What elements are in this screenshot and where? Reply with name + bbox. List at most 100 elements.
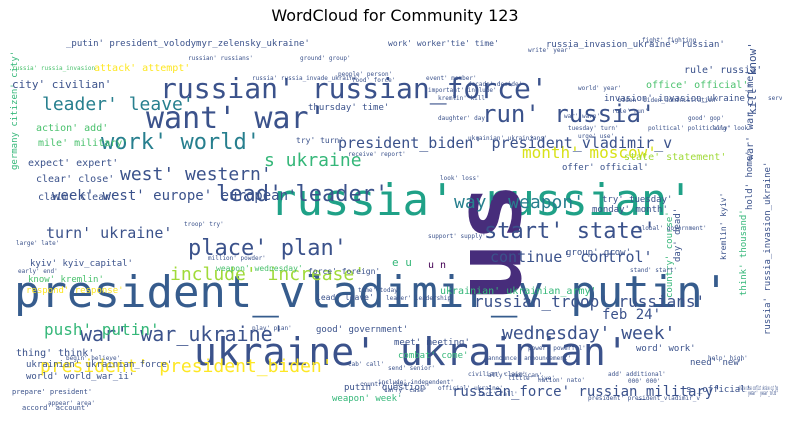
wordcloud-word: ukrainian' ukrainian_army'	[440, 286, 597, 297]
wordcloud-word: us	[435, 182, 542, 302]
wordcloud-word: russia_invasion_ukraine' russian'	[546, 40, 725, 50]
wordcloud-word: weapon' wednesday'	[216, 264, 303, 273]
wordcloud-word: country' cover'	[360, 381, 414, 388]
wordcloud-word: global' government'	[638, 225, 707, 232]
wordcloud-word: week' west' europe' european'	[52, 188, 296, 204]
wordcloud-word: large' late'	[16, 240, 59, 247]
wordcloud-word: civilian' claim'	[468, 371, 526, 378]
wordcloud-word: state' statement'	[624, 152, 726, 163]
wordcloud-word: political' politically'	[648, 125, 731, 132]
wordcloud-word: rule' run'	[612, 108, 648, 115]
wordcloud-word: little' live'	[508, 375, 555, 382]
wordcloud-word: force' foreign'	[308, 267, 380, 276]
wordcloud-word: kremlin' kill'	[438, 95, 489, 102]
wordcloud-word: know' kremlin'	[28, 275, 104, 285]
wordcloud-word: world' year'	[578, 85, 621, 92]
wordcloud-word: hold' home'	[745, 150, 755, 210]
wordcloud-word: russian_force' russian_military'	[452, 384, 722, 400]
wordcloud-word: year' year_old'	[748, 390, 778, 397]
wordcloud-word: thursday' time'	[308, 103, 389, 113]
wordcloud-word: word' work'	[636, 344, 696, 354]
wordcloud-canvas: president_vladimir_v putin' ukraine' ukra…	[8, 30, 782, 418]
wordcloud-word: include' independent'	[378, 379, 454, 386]
wordcloud-word: support' supply'	[428, 233, 486, 240]
wordcloud-word: write' year'	[528, 47, 571, 54]
wordcloud-word: respond' response'	[26, 286, 124, 296]
wordcloud-word: long' look'	[712, 125, 752, 132]
wordcloud-word: add' additional'	[608, 371, 666, 378]
wordcloud-word: _putin' president_volodymyr_zelensky_ukr…	[66, 39, 310, 49]
wordcloud-word: leader' leadership'	[386, 295, 455, 302]
wordcloud-word: invasion' invasion_ukraine'	[604, 94, 750, 104]
wordcloud-word: event' member'	[426, 75, 477, 82]
wordcloud-word: russian' russian_force'	[160, 72, 548, 106]
wordcloud-word: day' dead'	[673, 208, 683, 262]
wordcloud-word: meet' meeting'	[394, 338, 470, 348]
wordcloud-svg: president_vladimir_v putin' ukraine' ukra…	[10, 37, 782, 412]
wordcloud-word: war' war_ukraine'	[80, 322, 285, 346]
wordcloud-word: fight' fighting	[642, 37, 697, 44]
wordcloud-word: group' grow'	[566, 248, 631, 258]
wordcloud-word: power' powerful'	[528, 345, 586, 352]
wordcloud-word: food' force'	[352, 77, 395, 84]
wordcloud-word: war' warn'	[564, 113, 600, 120]
wordcloud-word: russia' russia_invade_ukraine'	[252, 75, 360, 82]
wordcloud-word: time' today'	[358, 287, 401, 294]
wordcloud-word: play' plan'	[252, 325, 292, 332]
wordcloud-word: clear' close'	[36, 174, 114, 185]
wordcloud-word: ally' american'	[488, 372, 542, 379]
wordcloud-word: receive' report'	[348, 151, 406, 158]
wordcloud-word: mile' military'	[38, 138, 128, 149]
chart-title: WordCloud for Community 123	[271, 6, 519, 25]
wordcloud-word: announce' announcement'	[488, 355, 571, 362]
wordcloud-word: early' end'	[18, 268, 58, 275]
wordcloud-word: stand' start'	[630, 267, 677, 274]
wordcloud-word: ukraine_cause_conflict ukraine_cut_fog	[738, 385, 778, 392]
wordcloud-word: president' president_biden'	[40, 356, 333, 377]
wordcloud-word: good' government'	[316, 325, 408, 335]
wordcloud-word: kremlin' kyiv'	[719, 193, 728, 260]
wordcloud-word: thing' think'	[16, 348, 94, 359]
wordcloud-word: cab' call'	[348, 361, 384, 368]
wordcloud-word: continue' control'	[490, 248, 653, 266]
wordcloud-word: germany citizen' city'	[10, 51, 20, 170]
wordcloud-word: look' loss'	[440, 175, 480, 182]
wordcloud-word: country' course'	[665, 211, 675, 298]
wordcloud-word: action' add'	[36, 123, 108, 134]
wordcloud-word: turn' ukraine'	[46, 224, 172, 242]
wordcloud-word: daughter' day'	[438, 115, 489, 122]
wordcloud-word: fact' fall'	[478, 391, 518, 398]
wordcloud-word: rule' russia'	[684, 65, 762, 76]
wordcloud-word: kill' know'	[746, 42, 759, 115]
wordcloud-word: attack' attempt'	[94, 63, 190, 74]
wordcloud-word: place' plan'	[188, 236, 347, 261]
wordcloud-word: help' high'	[708, 355, 748, 362]
wordcloud-word: important' include'	[428, 87, 497, 94]
wordcloud-word: run' russia'	[482, 100, 655, 128]
wordcloud-word: biden' biden_administration'	[618, 97, 719, 104]
wordcloud-word: west' western'	[120, 164, 272, 185]
wordcloud-word: e u	[392, 256, 412, 269]
wordcloud-word: office' official'	[646, 80, 748, 91]
wordcloud-word: million' powder'	[208, 255, 266, 262]
wordcloud-word: include' increase'	[170, 264, 365, 285]
wordcloud-word: 000' 000'	[628, 378, 661, 385]
wordcloud-word: president_biden' president_vladimir_v	[338, 134, 672, 152]
wordcloud-word: weapon' week'	[332, 394, 402, 404]
wordcloud-word: russia' russian'	[270, 175, 694, 226]
wordcloud-word: ukraine' ukrainian'	[194, 330, 629, 374]
wordcloud-word: need' new'	[690, 358, 744, 368]
wordcloud-word: monday' month'	[592, 205, 668, 215]
wordcloud-word: way' weapon'	[454, 192, 584, 213]
wordcloud-word: ukrainian' ukrainians'	[468, 135, 547, 142]
wordcloud-word: decade' decide'	[468, 81, 522, 88]
wordcloud-word: try' tuesday'	[602, 195, 672, 205]
wordcloud-word: s ukraine	[264, 150, 362, 171]
wordcloud-word: president' president_vladimir_v	[588, 395, 700, 402]
wordcloud-word: lead' leave'	[316, 293, 374, 302]
wordcloud-word: think' thousand'	[739, 209, 749, 296]
wordcloud-word: work' world'	[101, 130, 260, 155]
wordcloud-word: city' civilian'	[12, 78, 111, 91]
wordcloud-word: wednesday' week'	[502, 323, 675, 344]
wordcloud-word: good' gop'	[688, 115, 724, 122]
